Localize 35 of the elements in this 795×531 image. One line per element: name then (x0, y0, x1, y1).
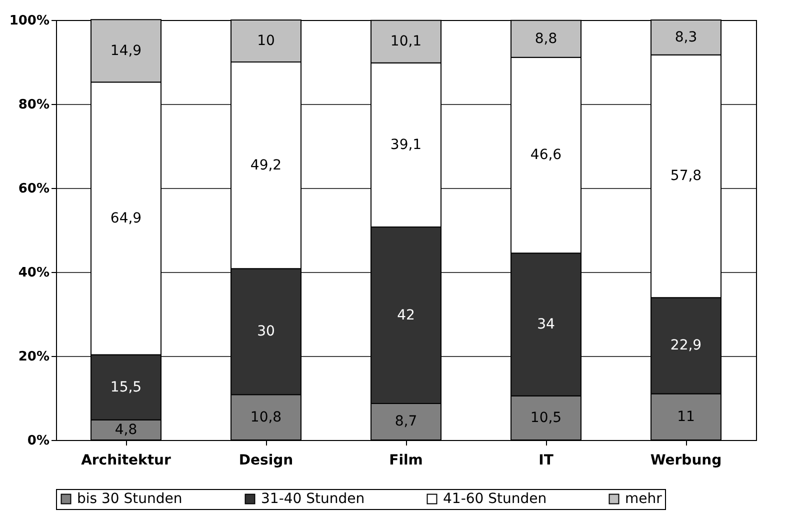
data-label: 4,8 (114, 422, 138, 438)
y-tick-label: 40% (18, 266, 50, 280)
y-tick-label: 0% (27, 434, 50, 448)
data-label: 39,1 (390, 136, 422, 153)
data-label: 30 (257, 324, 275, 340)
y-tick-label: 20% (18, 350, 50, 364)
x-tick-label: Film (389, 452, 423, 468)
x-tick-label: Architektur (81, 452, 172, 468)
data-label: 22,9 (670, 338, 702, 354)
legend-label: bis 30 Stunden (77, 491, 182, 507)
y-tick-label: 80% (18, 98, 50, 112)
x-tick-label: IT (538, 452, 554, 468)
x-tick-label: Design (238, 452, 294, 468)
data-label: 14,9 (110, 42, 142, 59)
data-label: 49,2 (250, 157, 282, 174)
data-label: 8,7 (394, 414, 418, 430)
legend-label: 31-40 Stunden (261, 491, 365, 507)
data-label: 8,3 (674, 29, 698, 46)
data-label: 34 (537, 316, 555, 332)
data-label: 10,1 (390, 34, 422, 50)
data-label: 11 (677, 408, 695, 425)
data-label: 64,9 (110, 210, 142, 226)
data-label: 15,5 (110, 379, 142, 396)
data-label: 10,5 (530, 410, 562, 426)
data-label: 46,6 (530, 147, 562, 164)
data-label: 42 (397, 307, 415, 324)
data-label: 57,8 (670, 168, 702, 184)
y-tick-label: 100% (9, 14, 50, 28)
y-tick-label: 60% (18, 182, 50, 196)
data-label: 10 (257, 33, 275, 49)
data-label: 10,8 (250, 409, 282, 426)
legend-label: 41-60 Stunden (443, 491, 547, 507)
x-tick-label: Werbung (650, 452, 722, 468)
data-label: 8,8 (534, 30, 558, 47)
legend-label: mehr (625, 491, 662, 507)
